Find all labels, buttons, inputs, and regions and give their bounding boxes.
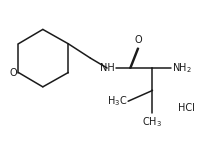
Text: NH: NH (100, 63, 114, 73)
Text: O: O (9, 68, 17, 77)
Text: HCl: HCl (178, 103, 195, 113)
Text: NH$_2$: NH$_2$ (172, 61, 192, 75)
Text: O: O (134, 35, 142, 45)
Text: CH$_3$: CH$_3$ (142, 116, 163, 129)
Text: H$_3$C: H$_3$C (107, 94, 127, 108)
